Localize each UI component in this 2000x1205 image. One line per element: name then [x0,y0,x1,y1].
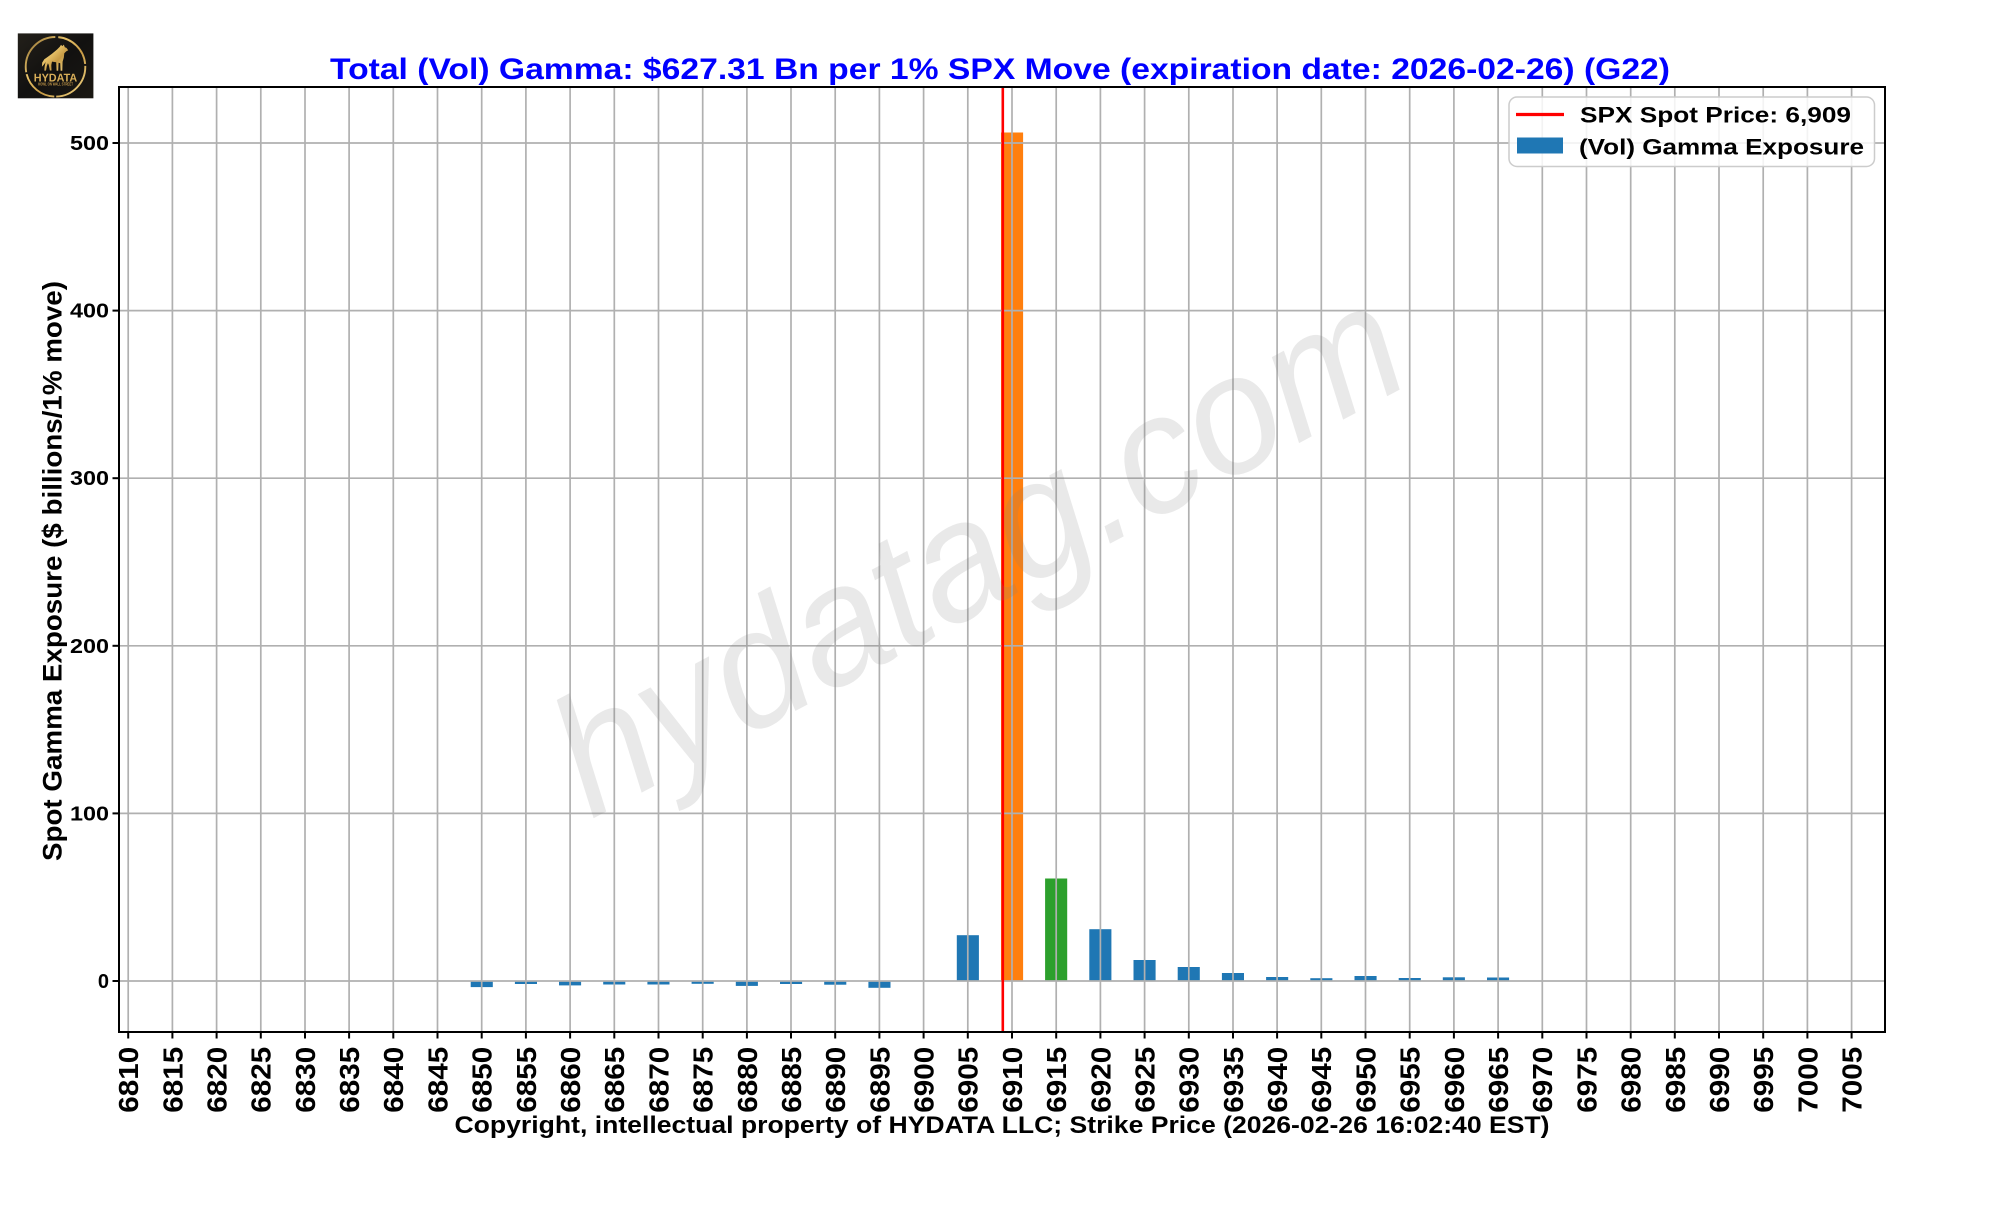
svg-text:6975: 6975 [1571,1047,1602,1113]
svg-text:6985: 6985 [1660,1047,1691,1113]
svg-text:6930: 6930 [1174,1047,1205,1113]
svg-text:6980: 6980 [1616,1047,1647,1113]
svg-text:6855: 6855 [511,1047,542,1113]
svg-text:6950: 6950 [1350,1047,1381,1113]
svg-text:6965: 6965 [1483,1047,1514,1113]
svg-text:6870: 6870 [643,1047,674,1113]
svg-text:300: 300 [70,468,109,490]
svg-text:Copyright, intellectual proper: Copyright, intellectual property of HYDA… [455,1112,1550,1139]
svg-text:6955: 6955 [1395,1047,1426,1113]
svg-text:6970: 6970 [1527,1047,1558,1113]
svg-text:7000: 7000 [1792,1047,1823,1113]
svg-text:6815: 6815 [157,1047,188,1113]
svg-text:6915: 6915 [1041,1047,1072,1113]
svg-text:6880: 6880 [732,1047,763,1113]
svg-text:6890: 6890 [820,1047,851,1113]
svg-text:6810: 6810 [113,1047,144,1113]
svg-text:7005: 7005 [1837,1047,1868,1113]
svg-text:6835: 6835 [334,1047,365,1113]
svg-text:6935: 6935 [1218,1047,1249,1113]
svg-text:6895: 6895 [864,1047,895,1113]
svg-text:6850: 6850 [467,1047,498,1113]
svg-text:6920: 6920 [1085,1047,1116,1113]
svg-text:Total (Vol) Gamma: $627.31 Bn: Total (Vol) Gamma: $627.31 Bn per 1% SPX… [330,53,1670,86]
svg-text:200: 200 [70,636,109,658]
svg-text:6830: 6830 [290,1047,321,1113]
svg-text:6960: 6960 [1439,1047,1470,1113]
svg-text:6825: 6825 [246,1047,277,1113]
svg-text:6875: 6875 [688,1047,719,1113]
svg-text:6845: 6845 [422,1047,453,1113]
svg-text:6990: 6990 [1704,1047,1735,1113]
svg-text:SPX Spot Price: 6,909: SPX Spot Price: 6,909 [1580,102,1851,127]
svg-text:6995: 6995 [1748,1047,1779,1113]
svg-text:400: 400 [70,301,109,323]
svg-text:6945: 6945 [1306,1047,1337,1113]
svg-text:6925: 6925 [1130,1047,1161,1113]
svg-text:HYDATA: HYDATA [34,72,78,84]
svg-text:HOWL ON WALL STREET: HOWL ON WALL STREET [38,82,73,87]
svg-text:6900: 6900 [909,1047,940,1113]
svg-text:6860: 6860 [555,1047,586,1113]
svg-text:6820: 6820 [202,1047,233,1113]
svg-text:Spot Gamma Exposure ($ billion: Spot Gamma Exposure ($ billions/1% move) [38,281,68,861]
svg-text:6910: 6910 [997,1047,1028,1113]
svg-text:(Vol) Gamma Exposure: (Vol) Gamma Exposure [1579,134,1864,159]
svg-text:6865: 6865 [599,1047,630,1113]
svg-text:6885: 6885 [776,1047,807,1113]
svg-text:6840: 6840 [378,1047,409,1113]
svg-text:500: 500 [70,133,109,155]
svg-text:100: 100 [70,803,109,825]
svg-text:0: 0 [98,971,109,993]
svg-text:6940: 6940 [1262,1047,1293,1113]
svg-text:6905: 6905 [953,1047,984,1113]
